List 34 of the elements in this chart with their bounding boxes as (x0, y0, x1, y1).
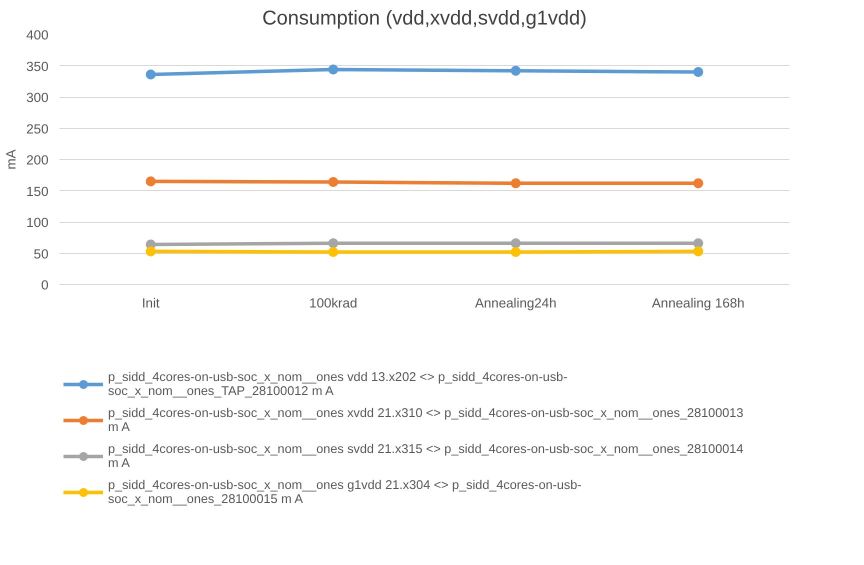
point (693, 238, 704, 248)
point (146, 70, 156, 80)
legend-label: p_sidd_4cores-on-usb-soc_x_nom__ones svdd 21.x315 <> p_sidd_4cores-on-usb-soc_x_nom__ones_28100014 m A (108, 441, 744, 471)
legend-label: p_sidd_4cores-on-usb-soc_x_nom__ones vdd 13.x202 <> p_sidd_4cores-on-usb-soc_x_nom__ones_TAP_28100012 m A (108, 369, 568, 399)
point (510, 247, 521, 257)
point (693, 246, 704, 256)
point (693, 178, 704, 188)
point (510, 238, 521, 248)
x-tick-label: Annealing 168h (652, 296, 745, 310)
y-axis-title: mA (3, 149, 18, 170)
legend-label: p_sidd_4cores-on-usb-soc_x_nom__ones g1vdd 21.x304 <> p_sidd_4cores-on-usb-soc_x_nom__ones_28100015 m A (108, 477, 582, 507)
y-tick-label: 150 (26, 184, 49, 199)
x-tick-label: 100krad (309, 296, 358, 310)
point (146, 176, 156, 186)
point (693, 67, 704, 77)
point (328, 64, 338, 74)
x-tick-label: Annealing24h (474, 296, 557, 310)
y-tick-label: 100 (26, 215, 49, 230)
y-tick-label: 300 (26, 90, 49, 105)
chart-title: Consumption (vdd,xvdd,svdd,g1vdd) (262, 8, 587, 30)
y-tick-label: 200 (26, 152, 49, 168)
y-tick-label: 0 (41, 278, 49, 292)
y-tick-label: 350 (26, 58, 49, 74)
legend-label: p_sidd_4cores-on-usb-soc_x_nom__ones xvdd 21.x310 <> p_sidd_4cores-on-usb-soc_x_nom__ones_28100013 m A (108, 405, 744, 435)
y-tick-label: 50 (34, 246, 49, 262)
y-tick-label: 250 (26, 121, 49, 136)
point (510, 178, 521, 188)
point (328, 177, 338, 187)
x-tick-label: Init (142, 296, 160, 310)
point (328, 238, 338, 248)
point (146, 246, 156, 256)
point (328, 247, 338, 257)
point (510, 66, 521, 76)
y-tick-label: 400 (26, 28, 49, 42)
